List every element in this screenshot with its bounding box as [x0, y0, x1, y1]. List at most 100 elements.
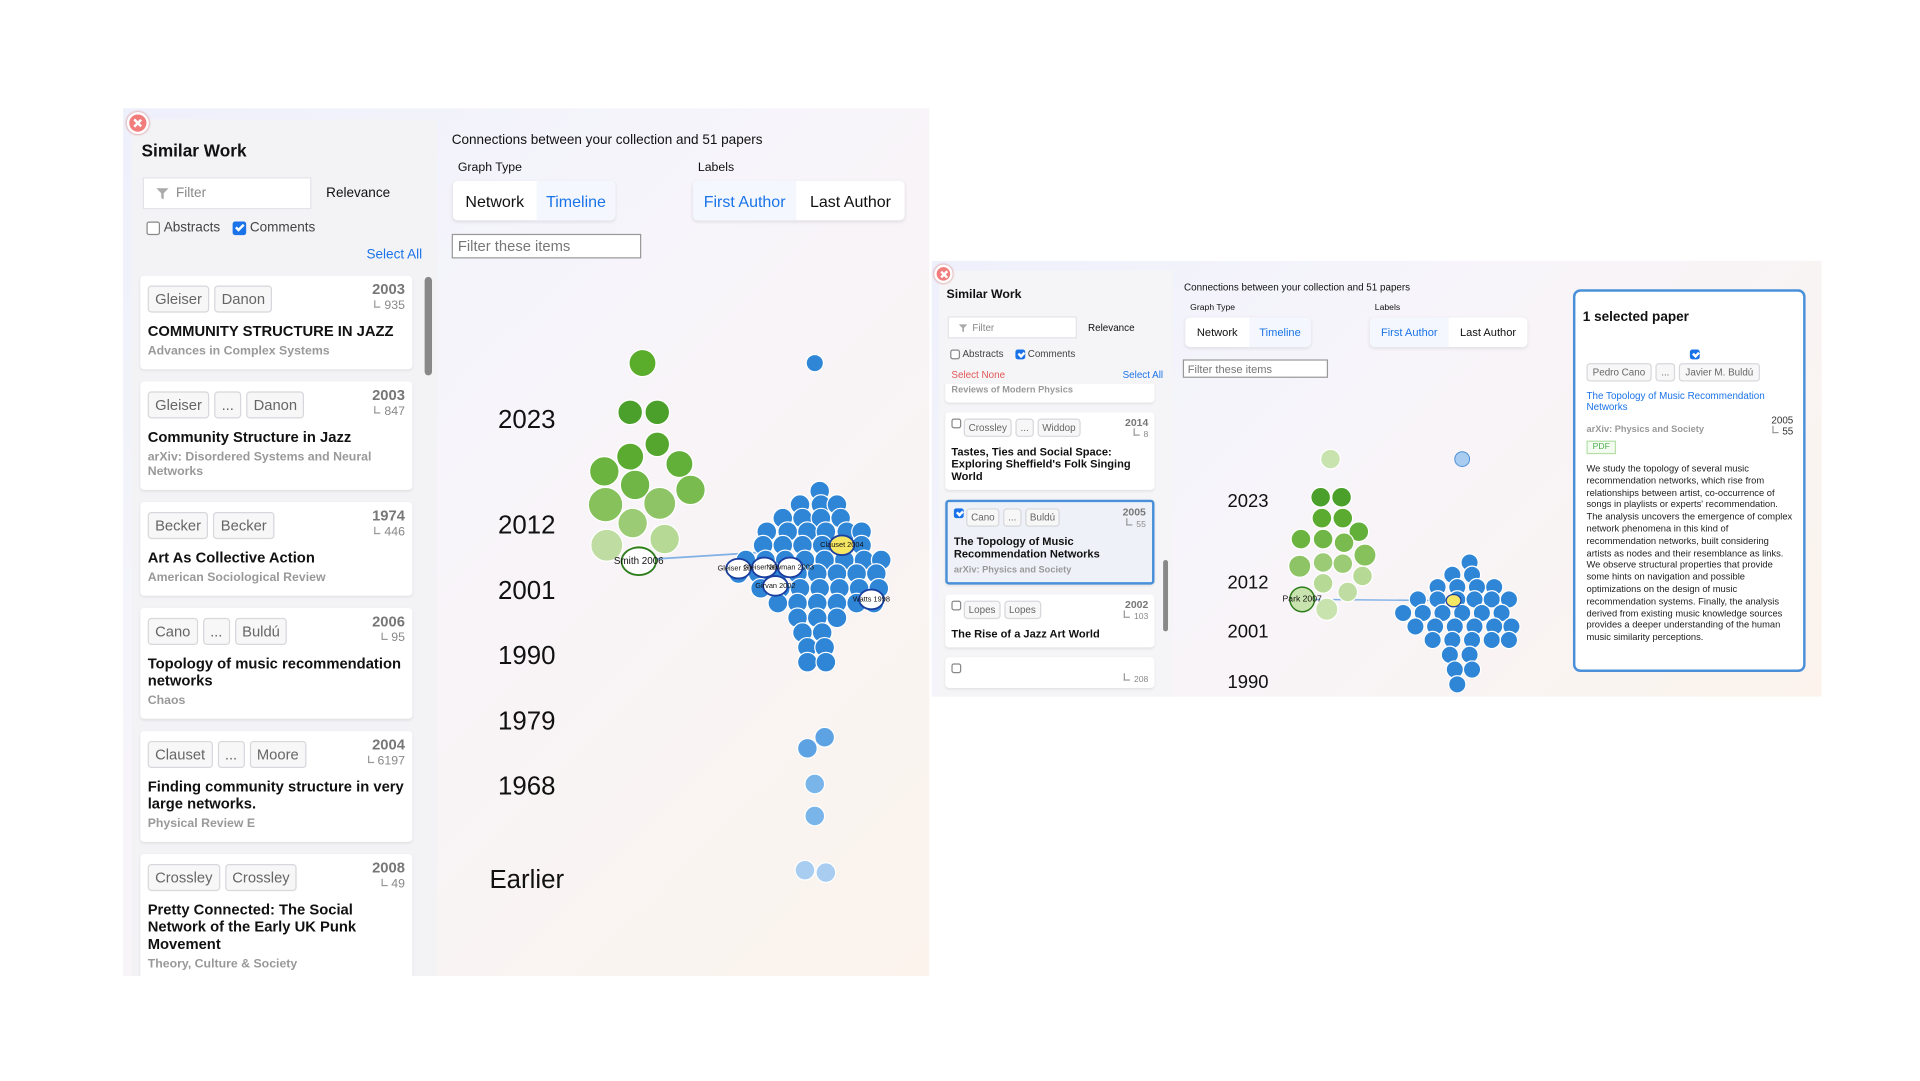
scrollbar[interactable] [1163, 560, 1169, 632]
paper-card[interactable]: networksReviews of Modern Physics [945, 384, 1155, 403]
author-chip[interactable]: Lopes [1004, 600, 1041, 620]
graph-type-option[interactable]: Timeline [1249, 317, 1311, 348]
citation-count: 446 [372, 524, 405, 540]
checkbox[interactable] [951, 600, 962, 611]
paper-year: 2014 [1125, 416, 1149, 429]
checkbox[interactable] [232, 221, 247, 235]
close-button[interactable] [126, 112, 149, 135]
label-option[interactable]: First Author [1369, 317, 1449, 348]
checkbox[interactable] [1689, 349, 1700, 360]
paper-meta: 1974 446 [372, 508, 405, 540]
year-axis-label: Earlier [489, 866, 564, 894]
paper-card[interactable]: Gleiser... Danon 2003 847 Community Structur… [140, 381, 413, 490]
paper-card[interactable]: 208 [945, 657, 1155, 689]
checkbox[interactable] [951, 663, 962, 674]
author-chip[interactable]: Widdop [1037, 418, 1081, 437]
paper-card[interactable]: Crossley Crossley 2008 49 Pretty Connected: … [140, 854, 413, 977]
checkbox[interactable] [950, 349, 961, 360]
paper-title: Tastes, Ties and Social Space: Exploring… [951, 445, 1131, 483]
select-all[interactable]: Select All [366, 247, 423, 263]
graph-type-option[interactable]: Timeline [536, 180, 616, 221]
citation-count: 55 [1771, 426, 1793, 437]
author-chip[interactable]: ... [1655, 363, 1676, 382]
author-chip[interactable]: Becker [213, 512, 275, 540]
paper-node [643, 486, 677, 521]
author-chip[interactable]: ... [202, 617, 230, 645]
paper-venue: Advances in Complex Systems [147, 344, 330, 359]
label-option[interactable]: Last Author [810, 191, 891, 210]
abstracts-toggle[interactable]: Abstracts [950, 348, 1004, 360]
select-all[interactable]: Select All [1122, 369, 1164, 381]
paper-title-link[interactable]: The Topology of Music Recommendation Net… [1586, 390, 1765, 413]
author-chip[interactable]: Moore [249, 740, 307, 769]
author-chip[interactable]: Lopes [963, 600, 1001, 620]
select-none[interactable]: Select None [951, 369, 1006, 381]
author-chip[interactable]: Danon [214, 285, 273, 313]
author-chip[interactable]: Gleiser [147, 391, 210, 419]
author-chip[interactable]: Buldú [1025, 508, 1061, 527]
paper-node [1348, 521, 1370, 543]
author-chip[interactable]: ... [217, 740, 245, 769]
paper-year: 2006 [372, 612, 405, 631]
label-option[interactable]: Last Author [1459, 326, 1517, 339]
paper-card[interactable]: Gleiser Danon 2003 935 COMMUNITY STRUCTURE I… [140, 275, 413, 370]
labeled-node [858, 588, 885, 611]
author-chip[interactable]: Becker [147, 512, 209, 540]
paper-year: 2002 [1125, 598, 1149, 611]
graph-type-option[interactable]: Network [465, 191, 525, 210]
close-button[interactable] [934, 264, 953, 284]
paper-node [804, 805, 826, 827]
author-chip[interactable]: Clauset [147, 740, 213, 769]
graph-filter-input[interactable]: Filter these items [451, 233, 642, 259]
sort-select[interactable]: Relevance [1088, 322, 1135, 334]
checkbox[interactable] [951, 418, 962, 429]
graph-type-label: Graph Type [1190, 304, 1236, 313]
graph-area: Connections between your collection and … [1175, 271, 1550, 697]
paper-meta: 2006 95 [372, 614, 405, 646]
paper-meta: 2014 8 [1125, 417, 1148, 440]
paper-node [794, 859, 816, 881]
sidebar-title: Similar Work [946, 288, 1022, 302]
author-chip[interactable]: Javier M. Buldú [1679, 363, 1760, 382]
citation-number: 446 [384, 525, 405, 540]
checkbox[interactable] [1015, 349, 1026, 360]
filter-input[interactable]: Filter [947, 316, 1077, 339]
pdf-button[interactable]: PDF [1586, 440, 1617, 455]
author-chip[interactable]: Cano [147, 617, 198, 645]
author-chip[interactable]: Buldú [234, 617, 288, 645]
comments-toggle[interactable]: Comments [1015, 348, 1075, 359]
checkbox[interactable] [953, 508, 964, 519]
author-chip[interactable]: ... [214, 391, 242, 419]
scrollbar[interactable] [424, 276, 433, 376]
author-chip[interactable]: Cano [966, 508, 1000, 527]
author-chip[interactable]: Pedro Cano [1586, 363, 1652, 382]
abstracts-toggle[interactable]: Abstracts [146, 220, 220, 235]
author-chip[interactable]: ... [1003, 508, 1022, 527]
graph-filter-input[interactable]: Filter these items [1182, 359, 1329, 378]
filter-icon [958, 323, 968, 332]
paper-card[interactable]: Crossley... Widdop 2014 8 Tastes, Ties and S… [945, 412, 1155, 490]
label-option[interactable]: First Author [692, 180, 797, 221]
comments-toggle[interactable]: Comments [232, 220, 315, 235]
paper-card[interactable]: Cano... Buldú 2006 95 Topology of music reco… [140, 608, 413, 719]
paper-meta: 208 [1124, 662, 1148, 685]
citation-number: 208 [1133, 675, 1149, 685]
paper-card[interactable]: Becker Becker 1974 446 Art As Collective Act… [140, 502, 413, 596]
paper-card[interactable]: Cano... Buldú 2005 55 The Topology of Music … [945, 499, 1155, 585]
filter-input[interactable]: Filter [142, 177, 312, 210]
sort-select[interactable]: Relevance [326, 185, 391, 201]
paper-list-viewport: networksReviews of Modern Physics Crossle… [939, 384, 1173, 697]
author-chip[interactable]: Crossley [224, 864, 298, 892]
selection-heading: 1 selected paper [1582, 310, 1689, 325]
author-chip[interactable]: Danon [246, 391, 305, 419]
graph-type-toggle: Network Timeline [1185, 317, 1311, 348]
checkbox[interactable] [146, 221, 161, 235]
paper-card[interactable]: Clauset... Moore 2004 6197 Finding community… [140, 731, 413, 842]
node-label: Newman 2003 [766, 562, 814, 571]
author-chip[interactable]: Crossley [147, 864, 220, 892]
graph-type-option[interactable]: Network [1196, 326, 1238, 339]
author-chip[interactable]: Gleiser [147, 285, 210, 313]
paper-card[interactable]: Lopes Lopes 2002 103 The Rise of a Jazz Art … [945, 594, 1155, 648]
author-chip[interactable]: ... [1015, 418, 1034, 437]
author-chip[interactable]: Crossley [963, 418, 1012, 437]
